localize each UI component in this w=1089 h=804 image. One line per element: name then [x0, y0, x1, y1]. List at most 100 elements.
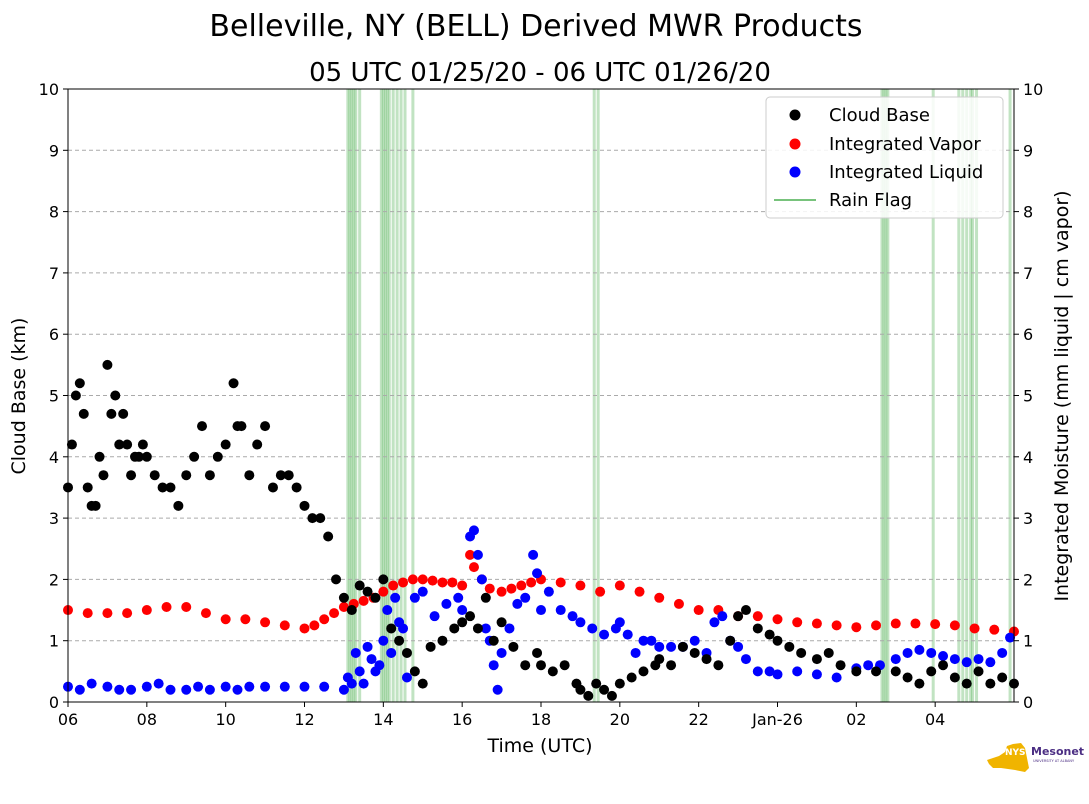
data-point — [796, 647, 807, 658]
data-point — [733, 641, 744, 652]
data-point — [890, 618, 901, 629]
data-point — [358, 678, 369, 689]
data-point — [764, 629, 775, 640]
data-point — [299, 681, 310, 692]
data-point — [989, 624, 1000, 635]
data-point — [701, 654, 712, 665]
data-point — [149, 470, 160, 481]
data-point — [370, 592, 381, 603]
data-point — [752, 666, 763, 677]
data-point — [638, 666, 649, 677]
data-point — [752, 611, 763, 622]
data-point — [346, 605, 357, 616]
y-tick-label-right: 4 — [1023, 448, 1033, 467]
data-point — [772, 614, 783, 625]
data-point — [673, 598, 684, 609]
data-point — [74, 378, 85, 389]
data-point — [543, 586, 554, 597]
data-point — [106, 408, 117, 419]
y-tick-label-right: 6 — [1023, 325, 1033, 344]
data-point — [244, 681, 255, 692]
data-point — [997, 647, 1008, 658]
y-axis-left-label: Cloud Base (km) — [8, 318, 30, 475]
data-point — [496, 617, 507, 628]
data-point — [449, 623, 460, 634]
data-point — [536, 605, 546, 616]
data-point — [141, 681, 152, 692]
data-point — [409, 666, 420, 677]
x-tick-label: 08 — [137, 710, 157, 729]
x-tick-label: 14 — [373, 710, 393, 729]
data-point — [677, 641, 688, 652]
data-point — [914, 678, 925, 689]
data-point — [409, 592, 420, 603]
data-point — [713, 660, 724, 671]
y-tick-label-left: 3 — [49, 509, 59, 528]
data-point — [165, 482, 176, 493]
data-point — [772, 635, 783, 646]
data-point — [575, 580, 586, 591]
data-point — [496, 586, 507, 597]
logo-sub-text: UNIVERSITY AT ALBANY — [1033, 759, 1075, 763]
y-tick-label-right: 8 — [1023, 203, 1033, 222]
series-cloud-base — [63, 359, 1019, 701]
data-point — [197, 421, 208, 432]
data-point — [622, 629, 633, 640]
data-point — [536, 660, 546, 671]
data-point — [725, 635, 736, 646]
data-point — [453, 592, 464, 603]
data-point — [319, 681, 330, 692]
data-point — [390, 592, 401, 603]
data-point — [831, 672, 842, 683]
data-point — [835, 660, 846, 671]
data-point — [388, 580, 399, 591]
data-point — [973, 654, 984, 665]
data-point — [279, 620, 290, 631]
data-point — [338, 592, 349, 603]
data-point — [429, 611, 440, 622]
series-layer — [63, 359, 1019, 701]
data-point — [654, 592, 665, 603]
data-point — [575, 684, 586, 695]
data-point — [784, 641, 795, 652]
data-point — [283, 470, 294, 481]
data-point — [441, 598, 452, 609]
data-point — [910, 618, 921, 629]
data-point — [890, 654, 901, 665]
data-point — [161, 601, 172, 612]
data-point — [666, 660, 677, 671]
data-point — [165, 684, 176, 695]
data-point — [902, 647, 913, 658]
data-point — [323, 531, 334, 542]
data-point — [792, 666, 803, 677]
data-point — [114, 439, 125, 450]
data-point — [863, 660, 874, 671]
data-point — [126, 684, 137, 695]
data-point — [630, 647, 641, 658]
data-point — [407, 574, 418, 585]
data-point — [240, 614, 251, 625]
data-point — [299, 500, 310, 511]
data-point — [114, 684, 125, 695]
data-point — [492, 684, 503, 695]
data-point — [583, 690, 594, 701]
data-point — [465, 549, 476, 560]
data-point — [331, 574, 342, 585]
data-point — [811, 669, 822, 680]
x-tick-label: 18 — [531, 710, 551, 729]
logo-mesonet-text: Mesonet — [1031, 745, 1084, 758]
data-point — [447, 577, 458, 588]
data-point — [417, 678, 428, 689]
data-point — [472, 549, 483, 560]
data-point — [204, 470, 215, 481]
data-point — [126, 470, 137, 481]
series-integrated-liquid — [63, 525, 1016, 695]
data-point — [654, 641, 665, 652]
data-point — [74, 684, 85, 695]
data-point — [457, 580, 468, 591]
legend-marker-integrated-liquid — [789, 166, 801, 178]
data-point — [997, 672, 1008, 683]
data-point — [520, 660, 531, 671]
data-point — [417, 574, 428, 585]
data-point — [181, 601, 192, 612]
